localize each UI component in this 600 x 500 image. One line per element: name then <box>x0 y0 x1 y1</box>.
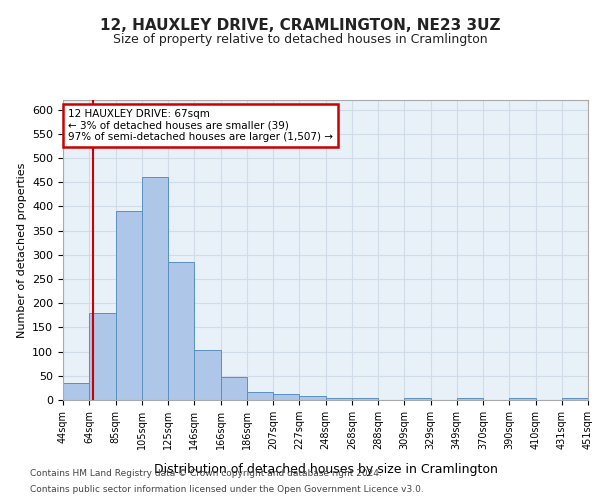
Bar <box>509 398 536 400</box>
Bar <box>194 350 221 400</box>
Bar <box>562 398 588 400</box>
Text: 12 HAUXLEY DRIVE: 67sqm
← 3% of detached houses are smaller (39)
97% of semi-det: 12 HAUXLEY DRIVE: 67sqm ← 3% of detached… <box>68 109 333 142</box>
Y-axis label: Number of detached properties: Number of detached properties <box>17 162 26 338</box>
Bar <box>89 313 115 400</box>
Bar <box>115 212 142 400</box>
Bar <box>457 398 483 400</box>
Text: Size of property relative to detached houses in Cramlington: Size of property relative to detached ho… <box>113 32 487 46</box>
Bar <box>299 396 325 400</box>
Bar <box>273 394 299 400</box>
Bar <box>221 377 247 400</box>
Text: Contains HM Land Registry data © Crown copyright and database right 2024.: Contains HM Land Registry data © Crown c… <box>30 468 382 477</box>
Bar <box>404 398 431 400</box>
Bar <box>168 262 194 400</box>
Text: 12, HAUXLEY DRIVE, CRAMLINGTON, NE23 3UZ: 12, HAUXLEY DRIVE, CRAMLINGTON, NE23 3UZ <box>100 18 500 32</box>
Bar <box>63 383 89 400</box>
X-axis label: Distribution of detached houses by size in Cramlington: Distribution of detached houses by size … <box>154 463 497 476</box>
Text: Contains public sector information licensed under the Open Government Licence v3: Contains public sector information licen… <box>30 485 424 494</box>
Bar <box>142 178 168 400</box>
Bar <box>247 392 273 400</box>
Bar <box>352 398 378 400</box>
Bar <box>325 398 352 400</box>
